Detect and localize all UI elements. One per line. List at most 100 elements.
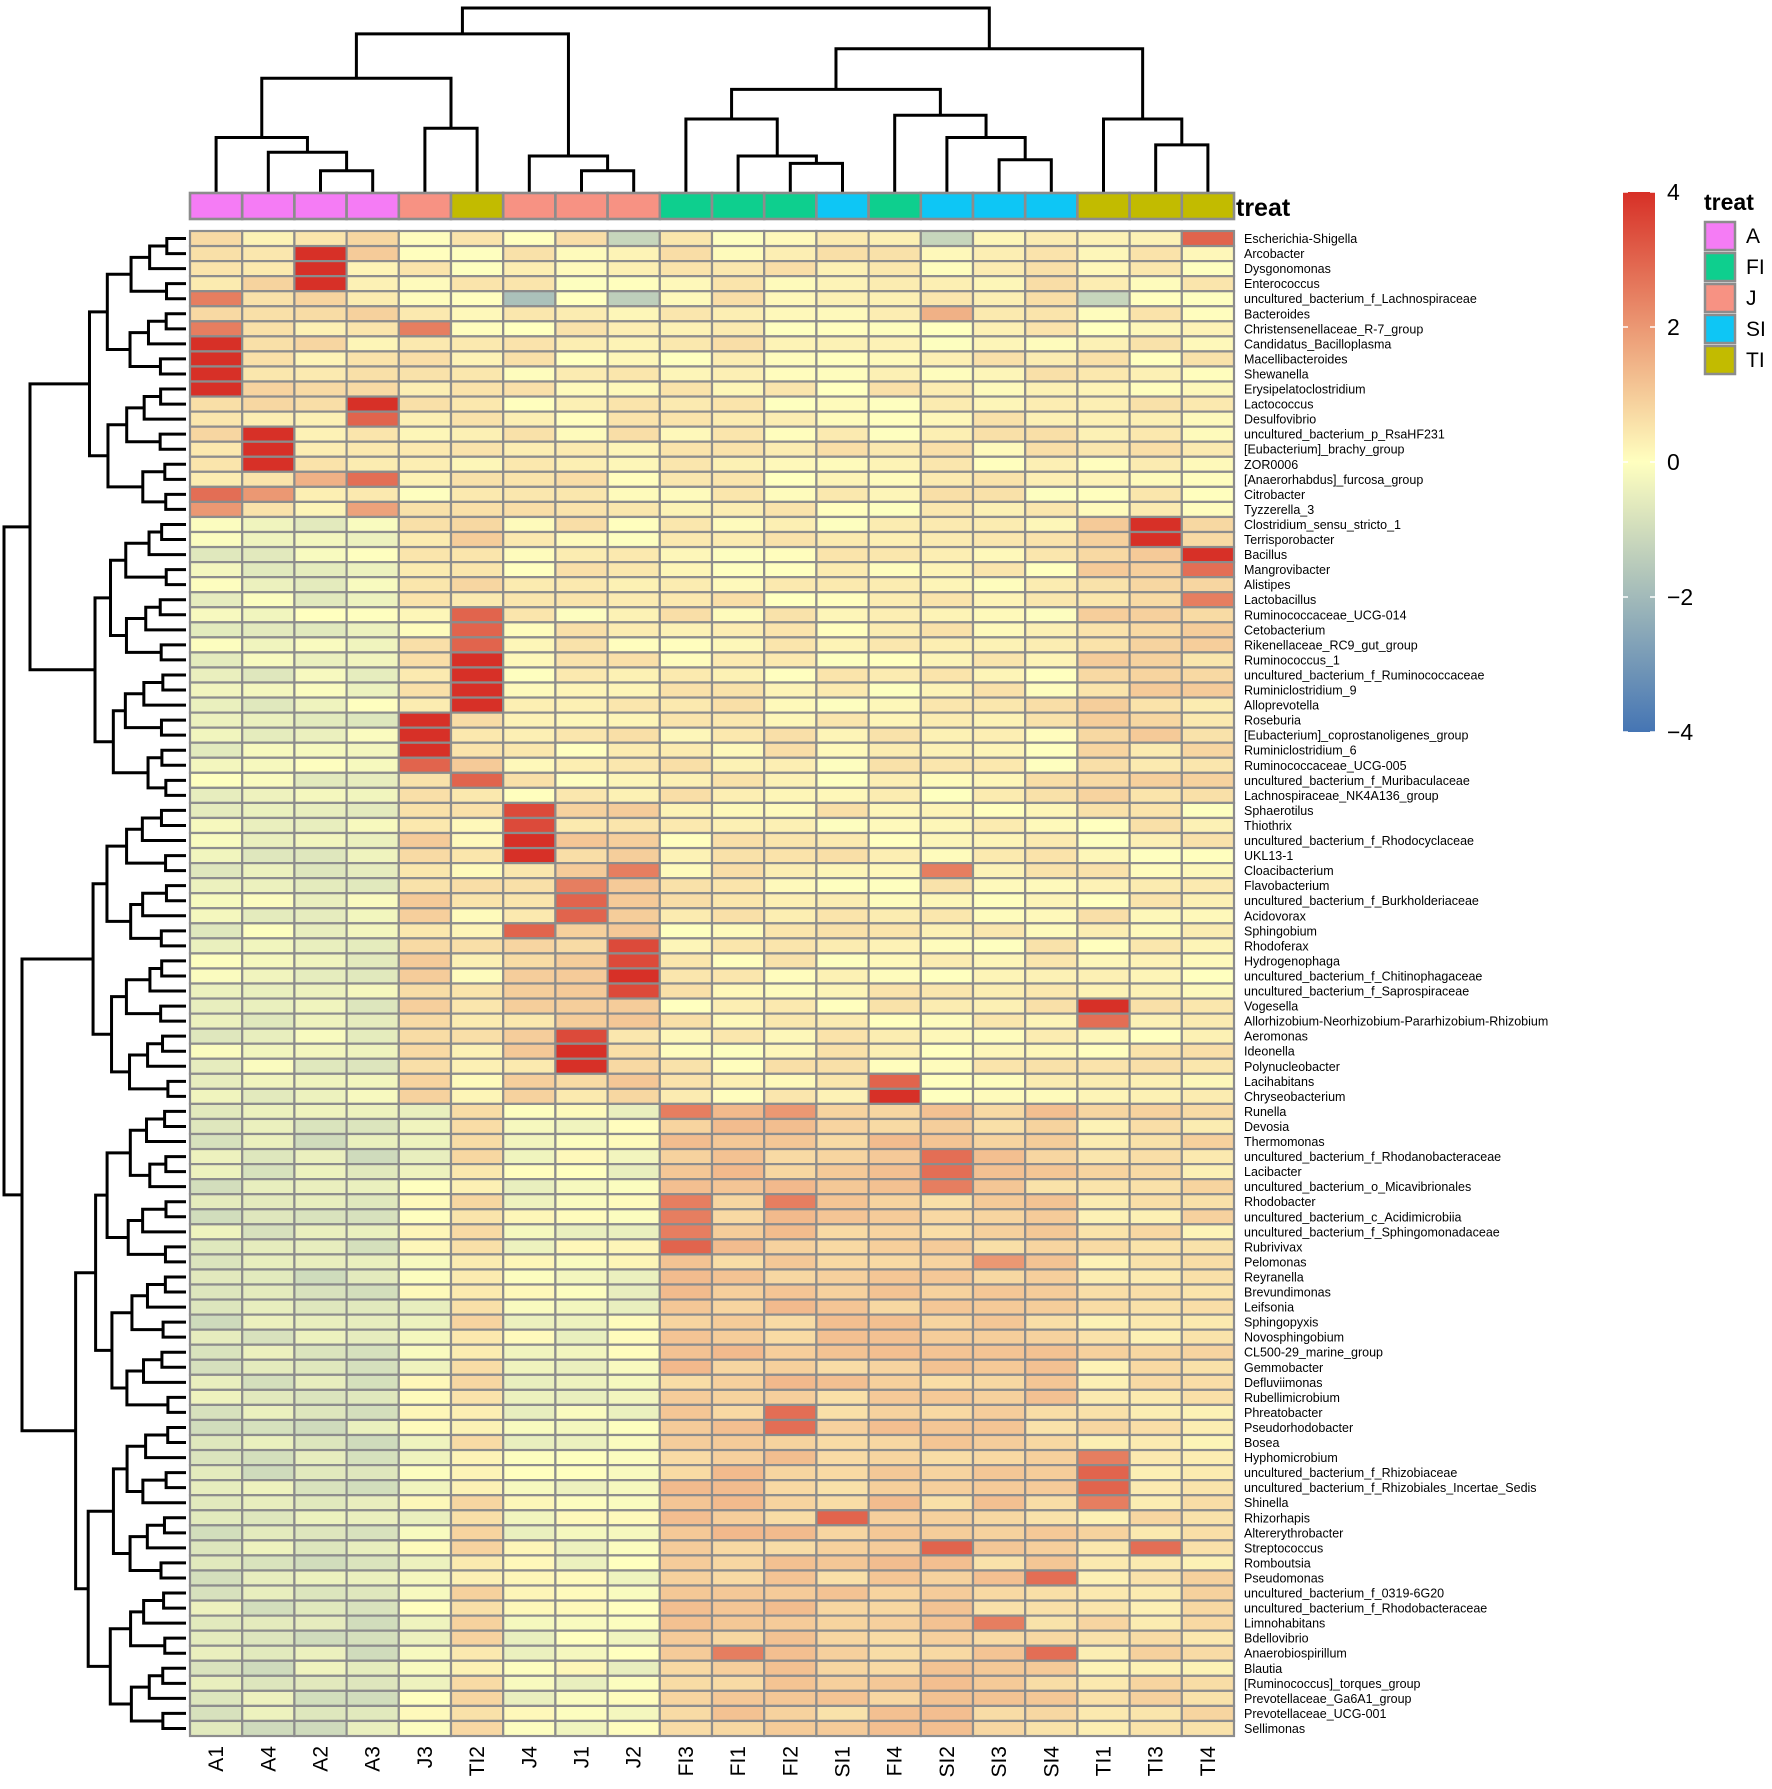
- heatmap-cell: [763, 1253, 818, 1271]
- heatmap-cell: [502, 636, 557, 654]
- heatmap-cell: [658, 275, 714, 293]
- row-label: Sellimonas: [1244, 1722, 1305, 1736]
- row-label: Prevotellaceae_UCG-001: [1244, 1707, 1386, 1721]
- heatmap-cell: [1024, 786, 1079, 804]
- heatmap-cell: [1128, 681, 1183, 699]
- heatmap-cell: [658, 1223, 714, 1241]
- heatmap-cell: [502, 591, 557, 609]
- heatmap-cell: [293, 1524, 348, 1542]
- heatmap-cell: [867, 500, 922, 519]
- heatmap-cell: [763, 1102, 818, 1121]
- heatmap-cell: [188, 545, 244, 564]
- heatmap-cell: [397, 350, 453, 368]
- heatmap-cell: [397, 1524, 453, 1542]
- heatmap-cell: [1180, 1719, 1236, 1738]
- heatmap-cell: [554, 937, 609, 955]
- dendrogram-branch: [159, 387, 186, 406]
- heatmap-cell: [188, 861, 244, 880]
- heatmap-cell: [1076, 1524, 1131, 1542]
- heatmap-cell: [397, 681, 453, 699]
- heatmap-cell: [658, 380, 714, 398]
- heatmap-cell: [606, 1238, 661, 1256]
- column-label: FI2: [779, 1746, 802, 1776]
- heatmap-cell: [971, 967, 1027, 985]
- heatmap-cell: [241, 1313, 296, 1331]
- heatmap-cell: [1024, 260, 1079, 278]
- heatmap-cell: [919, 1238, 975, 1256]
- heatmap-cell: [815, 591, 870, 609]
- heatmap-cell: [867, 741, 922, 759]
- heatmap-cell: [449, 1042, 505, 1060]
- heatmap-cell: [815, 425, 870, 443]
- heatmap-cell: [293, 1268, 348, 1286]
- heatmap-cell: [606, 741, 661, 759]
- heatmap-cell: [710, 1208, 766, 1226]
- heatmap-cell: [919, 1178, 975, 1196]
- heatmap-cell: [345, 1298, 400, 1316]
- heatmap-cell: [502, 877, 557, 895]
- heatmap-cell: [188, 380, 244, 398]
- heatmap-cell: [763, 591, 818, 609]
- heatmap-cell: [293, 1599, 348, 1617]
- heatmap-cell: [397, 545, 453, 564]
- heatmap-cell: [188, 907, 244, 925]
- heatmap-cell: [919, 636, 975, 654]
- heatmap-cell: [345, 500, 400, 519]
- heatmap-cell: [1180, 395, 1236, 413]
- dendrogram-branch: [124, 541, 167, 579]
- heatmap-cell: [1024, 1689, 1079, 1707]
- heatmap-cell: [397, 1614, 453, 1632]
- heatmap-cell: [345, 1388, 400, 1406]
- heatmap-cell: [188, 1433, 244, 1452]
- heatmap-cell: [606, 1208, 661, 1226]
- heatmap-cell: [1076, 1689, 1131, 1707]
- heatmap-cell: [971, 741, 1027, 759]
- heatmap-cell: [554, 1463, 609, 1482]
- heatmap-cell: [241, 922, 296, 940]
- heatmap-cell: [763, 1147, 818, 1166]
- heatmap-cell: [710, 861, 766, 880]
- heatmap-cell: [1128, 1674, 1183, 1692]
- dendrogram-branch: [146, 319, 186, 346]
- heatmap-cell: [241, 500, 296, 519]
- heatmap-cell: [188, 1509, 244, 1527]
- column-labels: A1 A4 A2 A3 J3 TI2 J4 J1 J2 FI3 FI1 FI2 SI1 FI4 SI2 SI3…: [205, 1746, 1220, 1778]
- heatmap-cell: [502, 275, 557, 293]
- heatmap-cell: [293, 741, 348, 759]
- heatmap-cell: [867, 636, 922, 654]
- heatmap-cell: [293, 290, 348, 308]
- heatmap-cell: [241, 1704, 296, 1723]
- heatmap-cell: [763, 1644, 818, 1662]
- heatmap-cell: [397, 305, 453, 323]
- heatmap-cell: [397, 1509, 453, 1527]
- heatmap-cell: [188, 244, 244, 263]
- row-label: Enterococcus: [1244, 277, 1320, 291]
- heatmap-cell: [971, 771, 1027, 789]
- column-label: A2: [310, 1746, 333, 1772]
- heatmap-cell: [241, 335, 296, 353]
- heatmap-cell: [502, 786, 557, 804]
- heatmap-cell: [188, 1283, 244, 1301]
- row-label: Polynucleobacter: [1244, 1060, 1340, 1074]
- heatmap-cell: [658, 621, 714, 639]
- heatmap-cell: [554, 244, 609, 263]
- heatmap-cell: [188, 320, 244, 338]
- heatmap-cell: [919, 666, 975, 684]
- heatmap-cell: [971, 1253, 1027, 1271]
- heatmap-cell: [188, 967, 244, 985]
- heatmap-cell: [293, 229, 348, 248]
- heatmap-cell: [502, 696, 557, 714]
- heatmap-cell: [188, 831, 244, 850]
- heatmap-cell: [554, 877, 609, 895]
- heatmap-cell: [502, 1178, 557, 1196]
- heatmap-cell: [815, 1147, 870, 1166]
- heatmap-cell: [658, 1313, 714, 1331]
- heatmap-cell: [971, 500, 1027, 519]
- heatmap-cell: [293, 907, 348, 925]
- heatmap-cell: [293, 1087, 348, 1105]
- heatmap-cell: [815, 1223, 870, 1241]
- heatmap-cell: [554, 726, 609, 744]
- heatmap-cell: [919, 997, 975, 1015]
- heatmap-cell: [1128, 1298, 1183, 1316]
